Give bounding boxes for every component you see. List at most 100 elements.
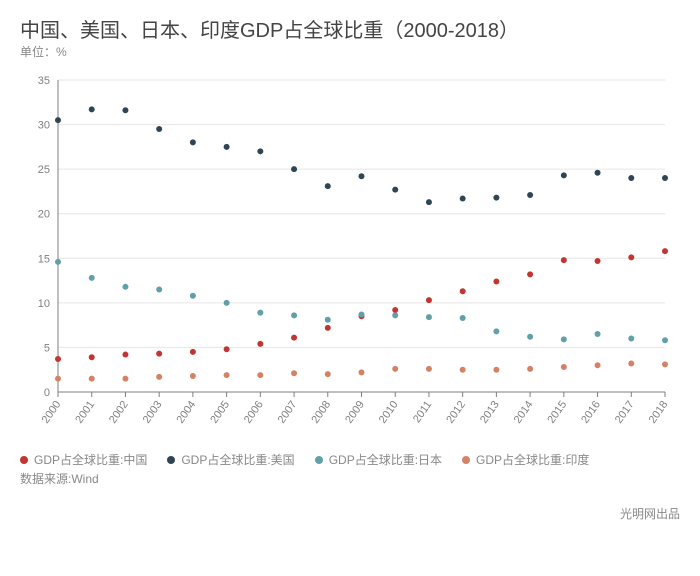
data-point[interactable] — [55, 259, 61, 265]
data-point[interactable] — [257, 372, 263, 378]
scatter-chart[interactable]: 0510152025303520002001200220032004200520… — [20, 60, 680, 440]
data-point[interactable] — [392, 187, 398, 193]
data-point[interactable] — [257, 341, 263, 347]
data-point[interactable] — [628, 336, 634, 342]
data-point[interactable] — [122, 284, 128, 290]
data-point[interactable] — [392, 307, 398, 313]
legend[interactable]: GDP占全球比重:中国 GDP占全球比重:美国 GDP占全球比重:日本 GDP占全球比… — [20, 451, 680, 468]
data-point[interactable] — [291, 335, 297, 341]
data-point[interactable] — [122, 107, 128, 113]
data-point[interactable] — [122, 376, 128, 382]
data-point[interactable] — [291, 166, 297, 172]
data-point[interactable] — [190, 373, 196, 379]
data-point[interactable] — [628, 175, 634, 181]
data-point[interactable] — [628, 360, 634, 366]
data-point[interactable] — [561, 364, 567, 370]
data-point[interactable] — [325, 183, 331, 189]
x-tick-label: 2018 — [647, 399, 671, 426]
data-point[interactable] — [595, 362, 601, 368]
y-tick-label: 30 — [38, 120, 50, 132]
x-tick-label: 2016 — [579, 399, 603, 426]
data-point[interactable] — [257, 310, 263, 316]
data-point[interactable] — [493, 328, 499, 334]
y-tick-label: 0 — [44, 387, 50, 399]
data-point[interactable] — [122, 352, 128, 358]
data-point[interactable] — [55, 117, 61, 123]
legend-label: GDP占全球比重:日本 — [329, 451, 442, 468]
data-point[interactable] — [224, 300, 230, 306]
data-point[interactable] — [156, 286, 162, 292]
data-point[interactable] — [662, 361, 668, 367]
page-title: 中国、美国、日本、印度GDP占全球比重（2000-2018） — [20, 14, 680, 43]
data-point[interactable] — [460, 288, 466, 294]
x-tick-label: 2000 — [40, 399, 64, 426]
data-point[interactable] — [291, 370, 297, 376]
data-point[interactable] — [156, 351, 162, 357]
y-tick-label: 25 — [38, 164, 50, 176]
data-point[interactable] — [426, 314, 432, 320]
data-point[interactable] — [426, 199, 432, 205]
data-point[interactable] — [527, 334, 533, 340]
data-point[interactable] — [595, 331, 601, 337]
data-point[interactable] — [190, 349, 196, 355]
data-point[interactable] — [55, 356, 61, 362]
x-tick-label: 2006 — [242, 399, 266, 426]
data-point[interactable] — [257, 148, 263, 154]
legend-item[interactable]: GDP占全球比重:美国 — [167, 451, 294, 468]
data-point[interactable] — [595, 170, 601, 176]
data-point[interactable] — [89, 106, 95, 112]
data-point[interactable] — [460, 315, 466, 321]
data-point[interactable] — [426, 297, 432, 303]
data-point[interactable] — [561, 172, 567, 178]
data-point[interactable] — [359, 369, 365, 375]
data-point[interactable] — [460, 367, 466, 373]
legend-item[interactable]: GDP占全球比重:中国 — [20, 451, 147, 468]
legend-dot-icon — [315, 456, 323, 464]
data-point[interactable] — [89, 354, 95, 360]
legend-item[interactable]: GDP占全球比重:日本 — [315, 451, 442, 468]
data-point[interactable] — [527, 366, 533, 372]
y-tick-label: 5 — [44, 342, 50, 354]
data-point[interactable] — [89, 275, 95, 281]
data-point[interactable] — [291, 312, 297, 318]
data-point[interactable] — [190, 293, 196, 299]
data-point[interactable] — [392, 366, 398, 372]
data-point[interactable] — [561, 257, 567, 263]
data-point[interactable] — [561, 336, 567, 342]
data-point[interactable] — [662, 175, 668, 181]
data-point[interactable] — [460, 196, 466, 202]
data-point[interactable] — [224, 144, 230, 150]
data-point[interactable] — [325, 325, 331, 331]
data-point[interactable] — [527, 192, 533, 198]
x-tick-label: 2010 — [377, 399, 401, 426]
x-tick-label: 2012 — [444, 399, 468, 426]
data-point[interactable] — [493, 278, 499, 284]
data-point[interactable] — [392, 312, 398, 318]
x-tick-label: 2008 — [309, 399, 333, 426]
legend-label: GDP占全球比重:美国 — [181, 451, 294, 468]
data-point[interactable] — [325, 317, 331, 323]
data-point[interactable] — [426, 366, 432, 372]
data-point[interactable] — [359, 173, 365, 179]
data-point[interactable] — [493, 195, 499, 201]
data-point[interactable] — [55, 376, 61, 382]
legend-item[interactable]: GDP占全球比重:印度 — [462, 451, 589, 468]
data-point[interactable] — [224, 346, 230, 352]
data-point[interactable] — [156, 374, 162, 380]
chart-area[interactable]: 0510152025303520002001200220032004200520… — [20, 60, 680, 445]
data-point[interactable] — [190, 139, 196, 145]
x-tick-label: 2001 — [73, 399, 97, 426]
data-point[interactable] — [493, 367, 499, 373]
data-point[interactable] — [662, 248, 668, 254]
data-point[interactable] — [224, 372, 230, 378]
legend-dot-icon — [167, 456, 175, 464]
data-point[interactable] — [662, 337, 668, 343]
data-point[interactable] — [359, 311, 365, 317]
data-point[interactable] — [595, 258, 601, 264]
x-tick-label: 2017 — [613, 399, 637, 426]
data-point[interactable] — [325, 371, 331, 377]
data-point[interactable] — [527, 271, 533, 277]
data-point[interactable] — [156, 126, 162, 132]
data-point[interactable] — [628, 254, 634, 260]
data-point[interactable] — [89, 376, 95, 382]
